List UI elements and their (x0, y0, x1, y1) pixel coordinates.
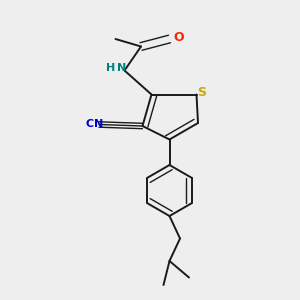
Text: C: C (86, 118, 94, 129)
Text: N: N (94, 118, 103, 129)
Text: S: S (197, 85, 206, 99)
Text: H: H (106, 63, 115, 74)
Text: N: N (117, 63, 126, 74)
Text: O: O (173, 31, 184, 44)
